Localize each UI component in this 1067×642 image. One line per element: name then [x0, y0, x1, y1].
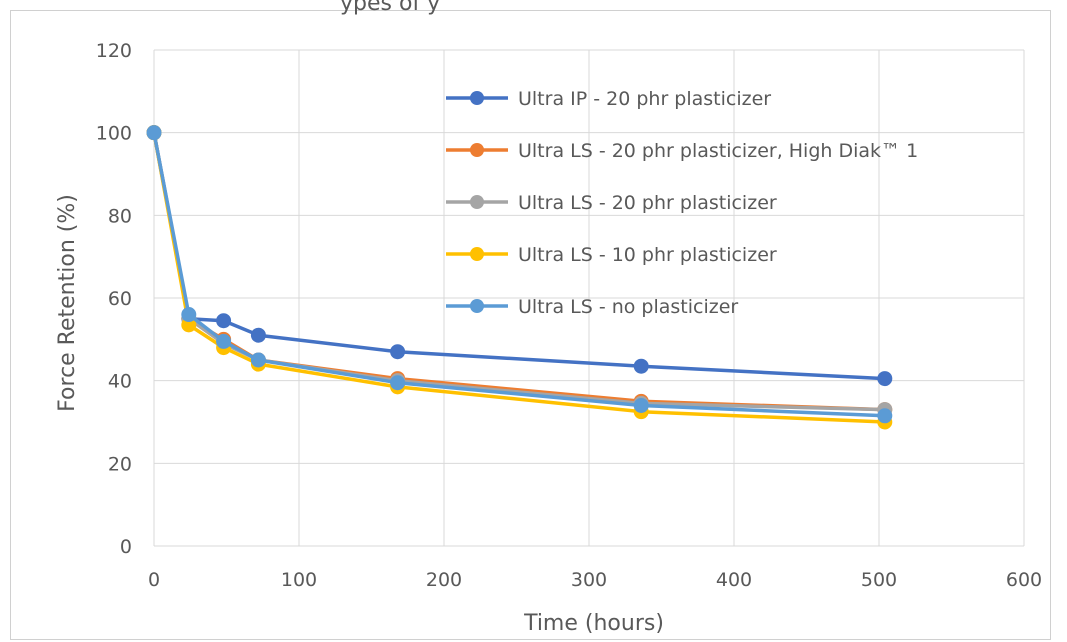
- x-axis-title: Time (hours): [523, 611, 664, 636]
- legend-label: Ultra LS - no plasticizer: [518, 296, 738, 318]
- legend-item: Ultra IP - 20 phr plasticizer: [446, 88, 771, 110]
- y-tick-label: 40: [108, 371, 132, 393]
- legend-label: Ultra LS - 20 phr plasticizer: [518, 192, 777, 214]
- legend: Ultra IP - 20 phr plasticizer Ultra LS - …: [446, 88, 918, 318]
- x-tick-label: 500: [861, 569, 897, 591]
- data-point: [633, 397, 649, 413]
- x-tick-label: 200: [426, 569, 462, 591]
- x-tick-label: 600: [1006, 569, 1042, 591]
- chart-title-fragment: ypes of y: [340, 0, 441, 16]
- x-tick-label: 300: [571, 569, 607, 591]
- y-tick-label: 20: [108, 453, 132, 475]
- data-point: [146, 125, 162, 141]
- data-point: [181, 307, 197, 323]
- axes: 0 20 40 60 80 100 120 0 100 200 300 400 500 600 Time (…: [55, 40, 1042, 636]
- series-layer: [146, 125, 893, 430]
- legend-swatch-marker: [470, 247, 484, 261]
- series-4: [146, 125, 893, 430]
- legend-label: Ultra LS - 20 phr plasticizer, High Diak…: [518, 140, 918, 162]
- data-point: [877, 408, 893, 424]
- series-5: [146, 125, 893, 424]
- data-point: [216, 313, 232, 329]
- grid: [153, 49, 1025, 547]
- y-tick-label: 0: [120, 536, 132, 558]
- legend-swatch-marker: [470, 91, 484, 105]
- y-tick-label: 100: [96, 123, 132, 145]
- legend-item: Ultra LS - 10 phr plasticizer: [446, 244, 777, 266]
- data-point: [250, 327, 266, 343]
- legend-item: Ultra LS - 20 phr plasticizer, High Diak…: [446, 140, 918, 162]
- data-point: [877, 371, 893, 387]
- data-point: [390, 375, 406, 391]
- legend-label: Ultra IP - 20 phr plasticizer: [518, 88, 771, 110]
- x-tick-label: 100: [281, 569, 317, 591]
- x-tick-label: 400: [716, 569, 752, 591]
- data-point: [250, 352, 266, 368]
- legend-label: Ultra LS - 10 phr plasticizer: [518, 244, 777, 266]
- legend-swatch-marker: [470, 143, 484, 157]
- y-tick-label: 120: [96, 40, 132, 62]
- x-tick-label: 0: [148, 569, 160, 591]
- legend-item: Ultra LS - 20 phr plasticizer: [446, 192, 777, 214]
- data-point: [390, 344, 406, 360]
- y-tick-label: 80: [108, 205, 132, 227]
- legend-swatch-marker: [470, 299, 484, 313]
- legend-item: Ultra LS - no plasticizer: [446, 296, 738, 318]
- data-point: [633, 358, 649, 374]
- series-line: [152, 132, 885, 424]
- y-axis-title: Force Retention (%): [55, 194, 80, 412]
- data-point: [216, 333, 232, 349]
- y-tick-label: 60: [108, 288, 132, 310]
- legend-swatch-marker: [470, 195, 484, 209]
